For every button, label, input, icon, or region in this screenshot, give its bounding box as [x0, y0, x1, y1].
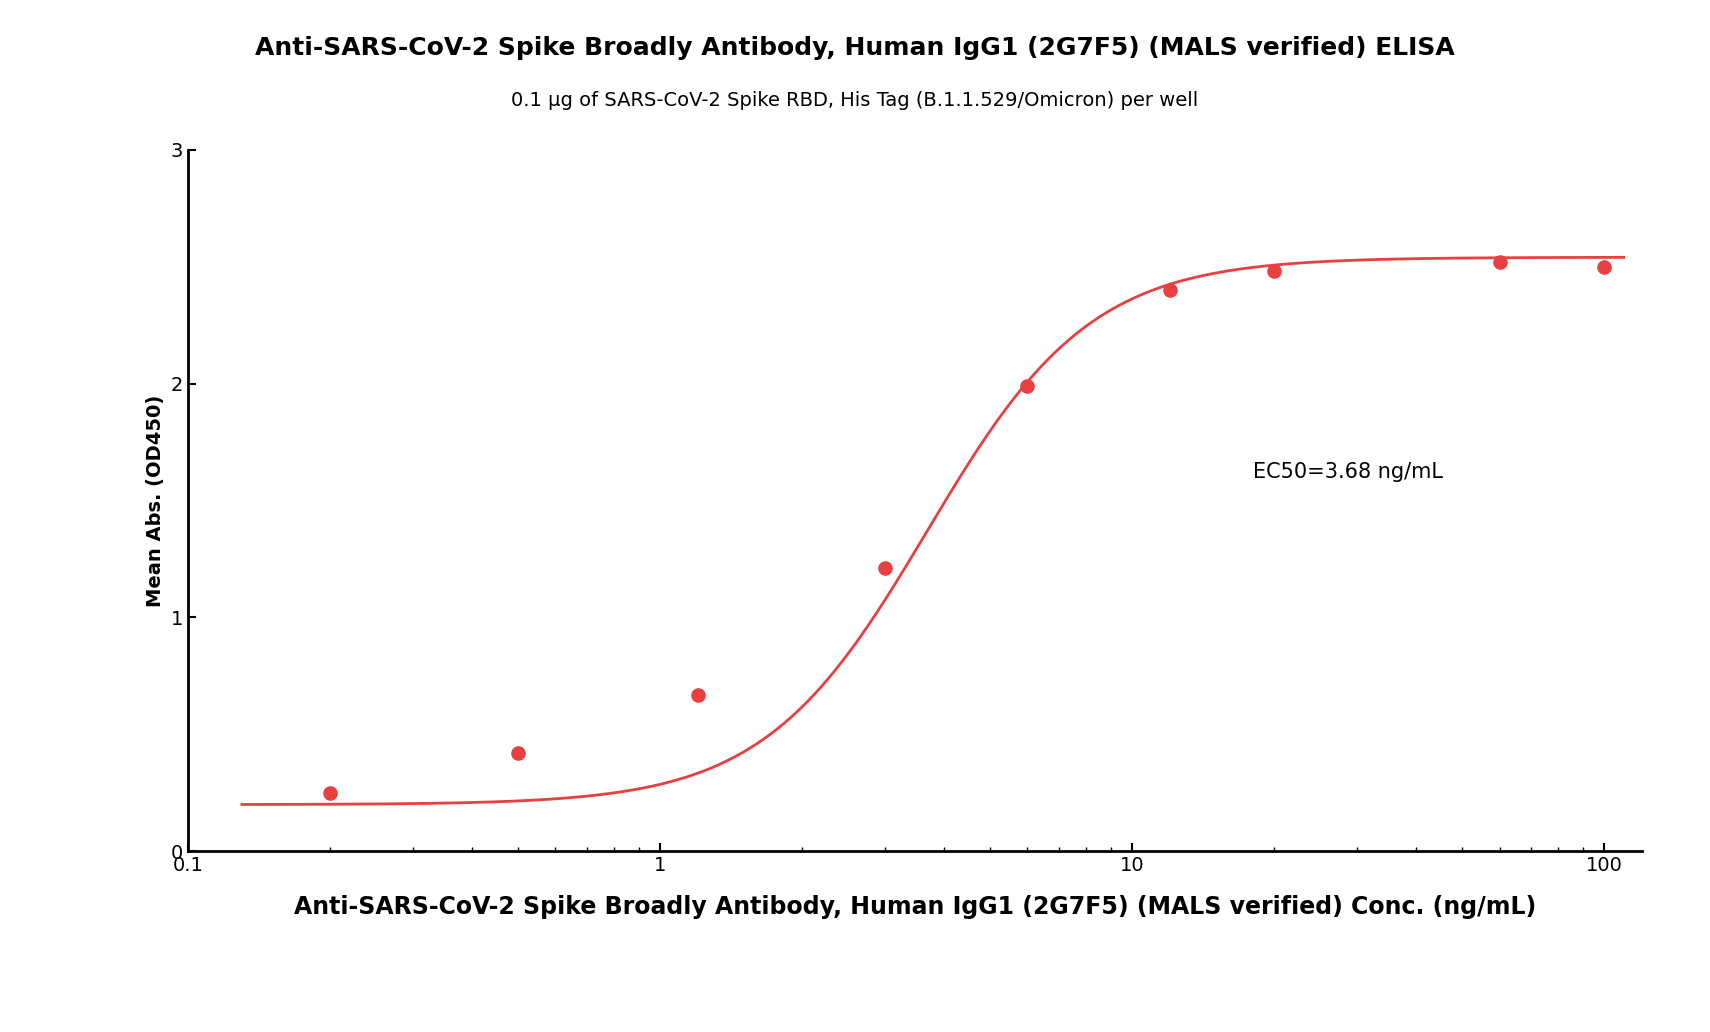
Point	[684, 686, 711, 703]
Point	[1590, 258, 1618, 275]
Text: 0.1 μg of SARS-CoV-2 Spike RBD, His Tag (B.1.1.529/Omicron) per well: 0.1 μg of SARS-CoV-2 Spike RBD, His Tag …	[511, 91, 1199, 109]
Point	[1486, 254, 1513, 270]
Point	[1156, 282, 1183, 298]
Point	[1014, 378, 1041, 394]
Text: Anti-SARS-CoV-2 Spike Broadly Antibody, Human IgG1 (2G7F5) (MALS verified) ELISA: Anti-SARS-CoV-2 Spike Broadly Antibody, …	[255, 36, 1455, 60]
Point	[872, 560, 899, 577]
Point	[504, 745, 532, 762]
Text: EC50=3.68 ng/mL: EC50=3.68 ng/mL	[1253, 462, 1443, 482]
Point	[1260, 263, 1288, 280]
Y-axis label: Mean Abs. (OD450): Mean Abs. (OD450)	[147, 394, 166, 607]
X-axis label: Anti-SARS-CoV-2 Spike Broadly Antibody, Human IgG1 (2G7F5) (MALS verified) Conc.: Anti-SARS-CoV-2 Spike Broadly Antibody, …	[294, 895, 1536, 918]
Point	[316, 784, 344, 801]
